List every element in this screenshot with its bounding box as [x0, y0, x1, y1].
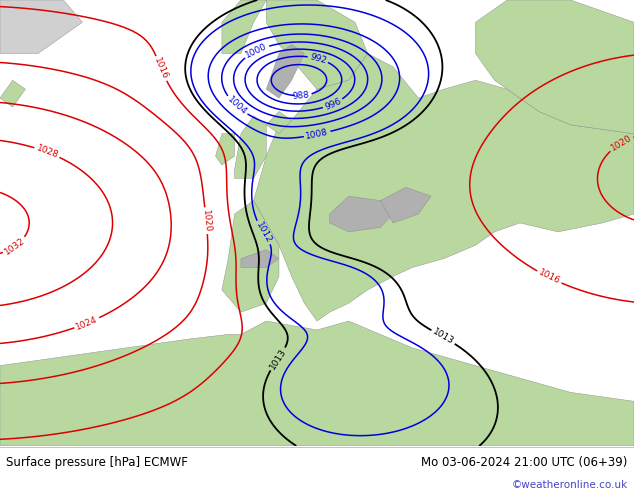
Text: 1000: 1000: [244, 42, 269, 60]
Text: 1020: 1020: [200, 209, 212, 233]
Text: 1004: 1004: [225, 95, 249, 117]
Polygon shape: [216, 134, 235, 165]
Polygon shape: [222, 0, 266, 53]
Polygon shape: [266, 45, 304, 98]
Polygon shape: [254, 53, 634, 321]
Text: 1024: 1024: [75, 315, 99, 332]
Text: 1013: 1013: [431, 327, 455, 346]
Text: 988: 988: [292, 90, 310, 101]
Text: ©weatheronline.co.uk: ©weatheronline.co.uk: [512, 480, 628, 490]
Polygon shape: [266, 112, 292, 134]
Polygon shape: [476, 0, 634, 134]
Polygon shape: [222, 201, 279, 312]
Text: 1020: 1020: [609, 133, 633, 153]
Text: 1016: 1016: [537, 268, 562, 287]
Text: 1032: 1032: [3, 236, 27, 256]
Polygon shape: [0, 80, 25, 107]
Text: 992: 992: [309, 52, 328, 65]
Polygon shape: [330, 196, 393, 232]
Text: 1016: 1016: [153, 56, 170, 81]
Text: 1012: 1012: [254, 220, 273, 245]
Polygon shape: [241, 250, 279, 268]
Polygon shape: [0, 0, 82, 53]
Text: 1028: 1028: [35, 144, 60, 160]
Text: Surface pressure [hPa] ECMWF: Surface pressure [hPa] ECMWF: [6, 456, 188, 469]
Polygon shape: [0, 321, 634, 446]
Polygon shape: [266, 0, 368, 89]
Polygon shape: [235, 116, 266, 178]
Text: Mo 03-06-2024 21:00 UTC (06+39): Mo 03-06-2024 21:00 UTC (06+39): [421, 456, 628, 469]
Polygon shape: [380, 187, 431, 223]
Text: 1008: 1008: [305, 127, 330, 141]
Text: 1013: 1013: [268, 347, 288, 371]
Text: 996: 996: [323, 97, 342, 112]
